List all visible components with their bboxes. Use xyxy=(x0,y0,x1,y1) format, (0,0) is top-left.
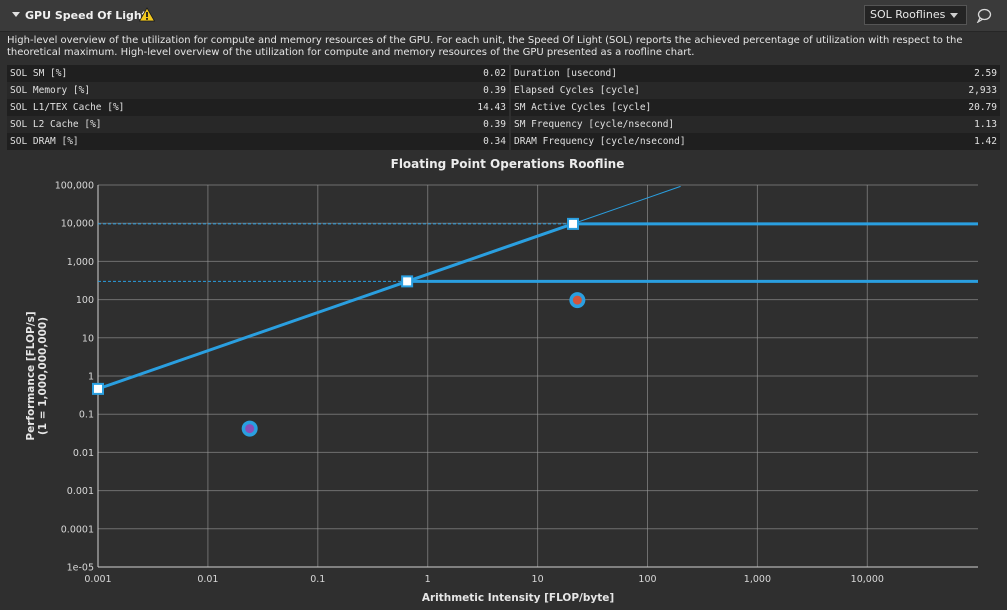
achieved-point-core xyxy=(572,295,582,305)
achieved-point-core xyxy=(245,424,255,434)
metric-name: SM Active Cycles [cycle] xyxy=(509,99,767,116)
metric-name: Duration [usecond] xyxy=(509,65,767,82)
metric-value: 14.43 xyxy=(260,99,510,116)
x-tick-label: 10,000 xyxy=(851,574,884,585)
metric-value: 0.39 xyxy=(260,116,510,133)
metric-value: 1.13 xyxy=(767,116,1000,133)
chart-title: Floating Point Operations Roofline xyxy=(390,157,625,171)
metrics-row: SOL SM [%] 0.02 Duration [usecond] 2.59 xyxy=(7,65,1000,82)
metric-name: SOL L1/TEX Cache [%] xyxy=(7,99,260,116)
section-description: High-level overview of the utilization f… xyxy=(7,35,963,58)
x-tick-label: 1,000 xyxy=(744,574,771,585)
ridge-point-marker[interactable] xyxy=(567,217,580,230)
y-tick-label: 0.01 xyxy=(73,448,94,459)
y-tick-label: 100 xyxy=(76,295,94,306)
ridge-point-marker[interactable] xyxy=(401,275,414,288)
x-tick-label: 0.001 xyxy=(84,574,111,585)
metric-value: 2.59 xyxy=(767,65,1000,82)
warning-icon xyxy=(139,7,155,22)
metric-name: SM Frequency [cycle/nsecond] xyxy=(509,116,767,133)
y-axis-label-unit: (1 = 1,000,000,000) xyxy=(37,317,49,435)
metric-name: SOL Memory [%] xyxy=(7,82,260,99)
bandwidth-roofline xyxy=(97,222,574,391)
x-axis-label: Arithmetic Intensity [FLOP/byte] xyxy=(422,592,614,604)
y-tick-label: 0.1 xyxy=(79,410,94,421)
section-title: GPU Speed Of Light xyxy=(25,9,147,22)
collapse-arrow-icon[interactable] xyxy=(12,12,20,17)
metrics-row: SOL Memory [%] 0.39 Elapsed Cycles [cycle]… xyxy=(7,82,1000,99)
section-header[interactable]: GPU Speed Of Light SOL Rooflines xyxy=(0,0,1007,32)
metric-value: 0.39 xyxy=(260,82,510,99)
y-tick-label: 0.001 xyxy=(67,486,94,497)
y-tick-label: 1,000 xyxy=(67,257,94,268)
view-select[interactable]: SOL Rooflines xyxy=(864,5,967,25)
metric-value: 0.34 xyxy=(260,133,510,150)
y-tick-label: 0.0001 xyxy=(61,524,94,535)
metrics-row: SOL L1/TEX Cache [%] 14.43 SM Active Cycle… xyxy=(7,99,1000,116)
y-tick-label: 10,000 xyxy=(61,219,94,230)
metric-value: 0.02 xyxy=(260,65,510,82)
x-tick-label: 0.1 xyxy=(310,574,325,585)
y-tick-label: 1 xyxy=(88,372,94,383)
y-tick-label: 1e-05 xyxy=(67,563,94,574)
roofline-chart[interactable]: 100,000 10,000 1,000 100 10 1 0.1 0.01 0.001 0.00… xyxy=(0,170,1007,610)
ridge-point-marker[interactable] xyxy=(92,382,104,395)
metrics-row: SOL L2 Cache [%] 0.39 SM Frequency [cycle/… xyxy=(7,116,1000,133)
chevron-down-icon xyxy=(950,13,958,18)
metric-name: SOL DRAM [%] xyxy=(7,133,260,150)
y-tick-label: 100,000 xyxy=(55,181,94,192)
metric-name: SOL L2 Cache [%] xyxy=(7,116,260,133)
x-tick-label: 1 xyxy=(425,574,431,585)
metric-value: 1.42 xyxy=(767,133,1000,150)
comment-icon[interactable] xyxy=(976,8,992,23)
metrics-table: SOL SM [%] 0.02 Duration [usecond] 2.59 SOL … xyxy=(7,65,1000,150)
bandwidth-extension-line xyxy=(572,185,681,225)
metric-name: SOL SM [%] xyxy=(7,65,260,82)
metric-name: DRAM Frequency [cycle/nsecond] xyxy=(509,133,767,150)
metric-value: 2,933 xyxy=(767,82,1000,99)
metric-value: 20.79 xyxy=(767,99,1000,116)
x-tick-label: 0.01 xyxy=(197,574,218,585)
y-axis-label: Performance [FLOP/s] xyxy=(25,311,37,440)
metrics-row: SOL DRAM [%] 0.34 DRAM Frequency [cycle/ns… xyxy=(7,133,1000,150)
view-select-value: SOL Rooflines xyxy=(870,8,946,21)
x-tick-label: 10 xyxy=(532,574,544,585)
metric-name: Elapsed Cycles [cycle] xyxy=(509,82,767,99)
y-tick-label: 10 xyxy=(82,333,94,344)
x-tick-label: 100 xyxy=(638,574,656,585)
